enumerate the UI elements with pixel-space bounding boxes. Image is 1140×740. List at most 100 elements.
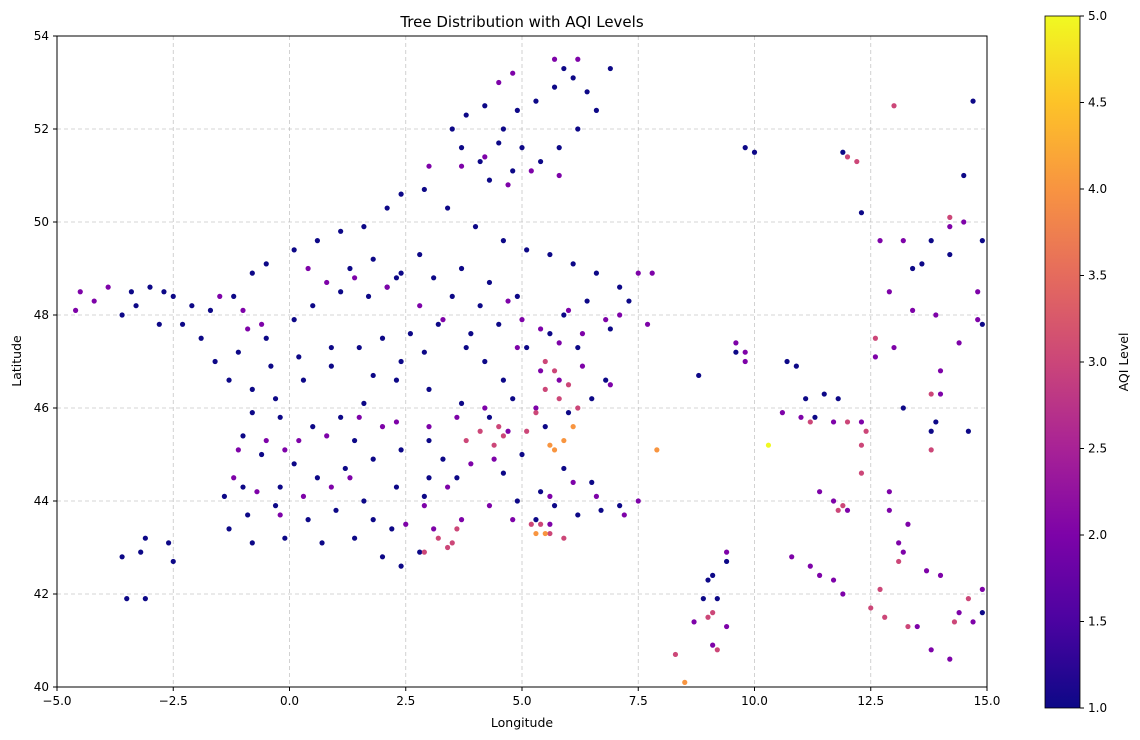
data-point-aqi-1 [435,321,441,327]
data-point-aqi-3 [454,526,460,532]
data-point-aqi-1 [249,386,255,392]
data-point-aqi-1 [342,465,348,472]
data-point-aqi-1 [170,293,176,299]
data-point-aqi-1 [607,65,613,72]
data-point-aqi-3 [714,647,720,653]
data-point-aqi-1 [482,103,488,109]
data-point-aqi-1 [389,526,395,532]
data-point-aqi-1 [458,400,465,406]
data-point-aqi-3 [542,358,548,365]
data-point-aqi-2 [621,512,627,518]
data-point-aqi-1 [291,317,297,323]
chart-title: Tree Distribution with AQI Levels [399,13,643,31]
data-point-aqi-1 [259,451,265,458]
data-point-aqi-3 [928,447,934,453]
data-point-aqi-2 [426,424,432,430]
data-point-aqi-1 [449,293,455,299]
data-point-aqi-2 [491,456,497,462]
data-point-aqi-3 [840,503,846,509]
data-point-aqi-1 [556,145,562,151]
data-point-aqi-2 [910,307,916,313]
data-point-aqi-2 [691,619,697,625]
data-point-aqi-1 [338,228,344,234]
data-point-aqi-2 [886,489,892,495]
data-point-aqi-1 [561,312,567,318]
data-point-aqi-2 [840,591,846,597]
data-point-aqi-1 [221,493,227,499]
data-point-aqi-2 [877,238,883,244]
data-point-aqi-1 [500,377,506,383]
data-point-aqi-1 [486,279,493,286]
data-point-aqi-1 [472,224,479,230]
data-point-aqi-2 [947,224,953,230]
x-tick-label: 5.0 [512,694,531,708]
data-point-aqi-1 [538,158,544,165]
data-point-aqi-2 [556,172,562,179]
data-point-aqi-1 [603,377,609,383]
data-point-aqi-2 [886,507,892,513]
data-point-aqi-3 [951,619,958,625]
data-point-aqi-1 [393,484,400,490]
data-point-aqi-1 [240,433,246,439]
data-point-aqi-1 [124,596,130,602]
data-point-aqi-1 [361,400,367,406]
data-point-aqi-1 [575,126,581,132]
data-point-aqi-1 [626,298,632,304]
data-point-aqi-2 [565,307,572,313]
data-point-aqi-2 [742,349,748,355]
data-point-aqi-1 [310,303,316,309]
colorbar-tick-label: 1.0 [1088,701,1107,715]
y-tick-label: 40 [34,680,49,694]
data-point-aqi-3 [858,470,865,476]
data-point-aqi-1 [361,498,367,504]
data-point-aqi-1 [291,461,297,467]
data-point-aqi-2 [217,293,223,299]
data-point-aqi-2 [635,270,641,276]
data-point-aqi-1 [733,349,739,355]
data-point-aqi-1 [352,535,358,541]
data-point-aqi-2 [923,568,930,574]
data-point-aqi-3 [863,428,869,434]
data-point-aqi-2 [510,517,516,523]
data-point-aqi-2 [486,503,493,509]
data-point-aqi-2 [105,284,111,290]
data-point-aqi-2 [505,182,511,188]
data-point-aqi-3 [844,154,851,160]
data-point-aqi-2 [417,303,423,309]
data-point-aqi-3 [844,419,851,425]
colorbar-tick-label: 4.5 [1088,96,1107,110]
data-point-aqi-2 [961,219,967,225]
data-point-aqi-1 [314,475,320,481]
data-point-aqi-1 [551,503,558,509]
data-point-aqi-2 [73,307,79,313]
data-point-aqi-1 [398,563,404,569]
data-point-aqi-1 [742,145,748,151]
data-point-aqi-4 [547,442,553,448]
data-point-aqi-3 [435,535,441,541]
data-point-aqi-1 [593,270,600,276]
data-point-aqi-1 [426,386,432,392]
data-point-aqi-1 [328,344,334,351]
x-axis-label: Longitude [491,715,553,730]
data-point-aqi-1 [598,507,604,513]
data-point-aqi-2 [505,298,511,304]
data-point-aqi-1 [421,186,427,193]
data-point-aqi-1 [296,354,302,360]
data-point-aqi-3 [528,521,534,527]
data-point-aqi-1 [445,205,451,211]
data-point-aqi-1 [803,396,809,402]
data-point-aqi-1 [593,107,600,113]
x-tick-label: 0.0 [280,694,299,708]
data-point-aqi-1 [710,572,716,579]
data-point-aqi-2 [979,586,985,592]
data-point-aqi-3 [477,428,483,434]
data-point-aqi-1 [510,168,516,174]
data-point-aqi-2 [956,610,962,616]
data-point-aqi-1 [249,410,255,416]
data-point-aqi-1 [147,284,153,290]
data-point-aqi-1 [384,205,390,211]
data-point-aqi-1 [589,396,595,402]
data-point-aqi-1 [347,265,353,272]
data-point-aqi-1 [421,349,427,355]
data-point-aqi-1 [714,596,720,602]
